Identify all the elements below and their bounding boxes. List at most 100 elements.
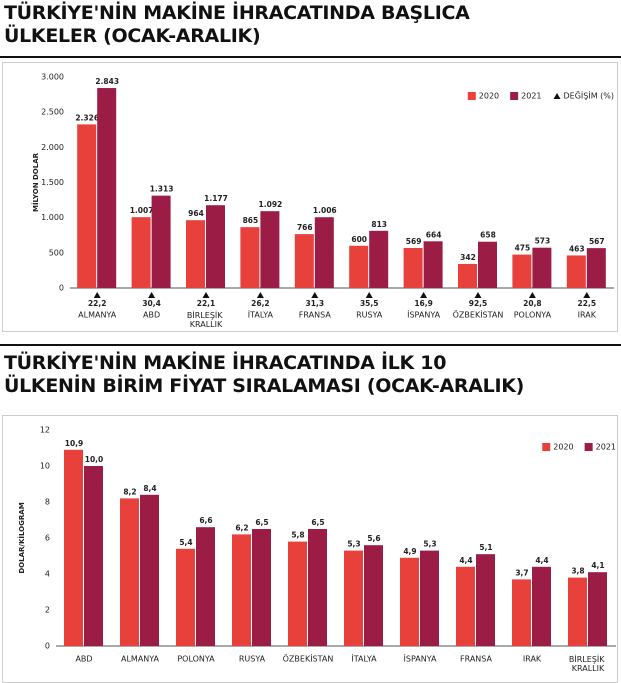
- value-label: 5,8: [291, 531, 304, 540]
- value-label: 4,4: [459, 556, 472, 565]
- value-label: 8,4: [143, 484, 156, 493]
- x-tick-label: FRANSA: [460, 655, 493, 664]
- change-marker: [148, 292, 156, 298]
- bar: [512, 579, 531, 646]
- y-tick-label: 8: [45, 498, 50, 507]
- bar: [344, 550, 363, 646]
- bar: [532, 247, 552, 288]
- value-label: 5,1: [479, 543, 492, 552]
- x-tick-label: ÖZBEKİSTAN: [453, 310, 504, 320]
- value-label: 35,5: [360, 299, 379, 308]
- bar: [586, 248, 606, 288]
- bar: [369, 230, 389, 288]
- bar: [420, 550, 439, 646]
- value-label: 475: [515, 244, 531, 253]
- y-tick-label: 2.000: [41, 143, 64, 152]
- value-label: 6,5: [311, 518, 324, 527]
- value-label: 1.177: [204, 194, 228, 203]
- value-label: 600: [351, 235, 367, 244]
- x-tick-label: FRANSA: [299, 311, 332, 320]
- legend-label: 2020: [553, 443, 573, 452]
- bar: [196, 527, 215, 646]
- value-label: 6,6: [199, 516, 212, 525]
- bar: [206, 205, 225, 288]
- value-label: 664: [426, 230, 442, 239]
- y-tick-label: 2: [45, 606, 50, 615]
- bar: [288, 541, 307, 646]
- value-label: 4,4: [535, 556, 548, 565]
- bar: [512, 254, 532, 288]
- value-label: 5,4: [179, 538, 192, 547]
- separator: [0, 344, 621, 346]
- value-label: 22,5: [578, 299, 597, 308]
- x-tick-label: İTALYA: [248, 310, 274, 320]
- value-label: 5,6: [367, 534, 380, 543]
- bar: [364, 545, 383, 646]
- value-label: 3,7: [515, 568, 528, 577]
- y-tick-label: 6: [45, 534, 50, 543]
- chart-title: TÜRKİYE'NİN MAKİNE İHRACATINDA BAŞLICA Ü…: [4, 2, 470, 47]
- x-tick-label: ABD: [143, 311, 160, 320]
- value-label: 1.092: [259, 200, 283, 209]
- value-label: 6,5: [255, 518, 268, 527]
- y-axis-label: MİLYON DOLAR: [31, 152, 40, 212]
- bar: [400, 557, 419, 646]
- legend-label: 2021: [521, 92, 541, 101]
- bar: [349, 245, 369, 288]
- value-label: 20,8: [523, 299, 542, 308]
- y-tick-label: 4: [45, 570, 50, 579]
- y-tick-label: 3.000: [41, 73, 64, 82]
- bar: [240, 227, 260, 288]
- x-tick-label: ABD: [75, 655, 92, 664]
- change-marker: [365, 292, 373, 298]
- legend-swatch: [510, 92, 519, 100]
- chart-title: TÜRKİYE'NİN MAKİNE İHRACATINDA İLK 10 ÜL…: [4, 352, 525, 397]
- x-tick-label: POLONYA: [514, 311, 552, 320]
- bar: [84, 466, 103, 646]
- x-tick-label: BİRLEŞİK KRALLIK: [187, 310, 225, 329]
- bar: [478, 241, 497, 288]
- bar: [77, 124, 97, 288]
- change-marker: [583, 292, 591, 298]
- value-label: 865: [243, 216, 259, 225]
- bar: [568, 577, 587, 646]
- value-label: 1.006: [313, 206, 337, 215]
- x-tick-label: İTALYA: [351, 654, 377, 664]
- bar: [476, 554, 495, 646]
- value-label: 6,2: [235, 523, 248, 532]
- y-axis-label: DOLAR/KİLOGRAM: [17, 502, 26, 573]
- value-label: 92,5: [469, 299, 488, 308]
- x-tick-label: ALMANYA: [121, 655, 160, 664]
- change-marker: [420, 292, 428, 298]
- y-tick-label: 12: [40, 426, 50, 435]
- value-label: 766: [297, 223, 313, 232]
- change-marker: [202, 292, 210, 298]
- bar: [186, 220, 205, 288]
- y-tick-label: 1.500: [41, 178, 64, 187]
- x-tick-label: IRAK: [523, 655, 542, 664]
- change-marker: [311, 292, 319, 298]
- bar: [232, 534, 251, 646]
- bar: [456, 566, 475, 646]
- bar: [314, 217, 334, 288]
- bar: [151, 195, 171, 288]
- legend-swatch: [584, 443, 593, 451]
- value-label: 1.007: [130, 206, 154, 215]
- value-label: 10,9: [65, 439, 84, 448]
- value-label: 3,8: [571, 567, 584, 576]
- change-marker: [256, 292, 264, 298]
- value-label: 4,1: [591, 561, 604, 570]
- value-label: 5,3: [347, 540, 360, 549]
- bar: [532, 566, 551, 646]
- change-marker: [93, 292, 101, 298]
- legend-swatch: [467, 92, 476, 100]
- legend-marker: [553, 93, 561, 99]
- x-tick-label: RUSYA: [356, 311, 383, 320]
- bar: [308, 529, 327, 646]
- bar: [588, 572, 607, 646]
- value-label: 31,3: [306, 299, 325, 308]
- x-tick-label: İSPANYA: [407, 310, 440, 320]
- value-label: 1.313: [150, 185, 174, 194]
- value-label: 813: [371, 220, 387, 229]
